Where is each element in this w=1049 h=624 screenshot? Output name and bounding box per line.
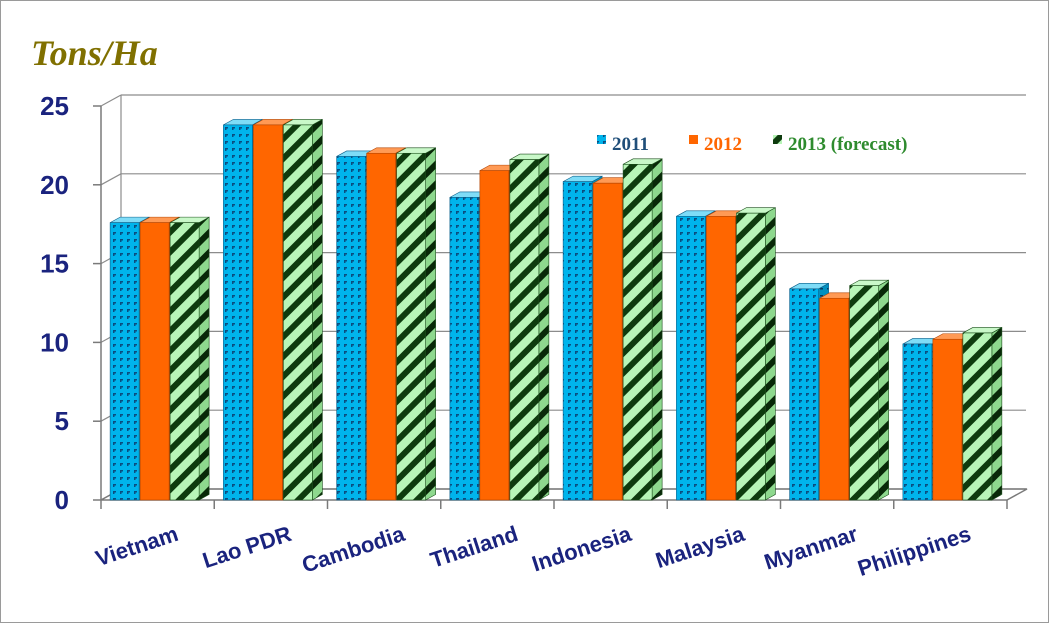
bar-front bbox=[396, 152, 426, 501]
bar bbox=[283, 118, 323, 501]
y-tick-label: 5 bbox=[55, 406, 69, 436]
y-tick-label: 10 bbox=[40, 327, 69, 357]
x-category-label: Indonesia bbox=[529, 521, 635, 577]
bar-side bbox=[425, 147, 436, 501]
bar bbox=[849, 279, 889, 501]
y-tick-label: 25 bbox=[40, 91, 69, 121]
y-tick-label: 15 bbox=[40, 249, 69, 279]
bar-front bbox=[736, 212, 766, 501]
legend-item: 2012 bbox=[689, 134, 742, 155]
bar-front bbox=[962, 332, 993, 501]
bar-front bbox=[479, 170, 510, 501]
legend-item: 2011 bbox=[597, 134, 649, 155]
legend-swatch bbox=[773, 135, 782, 144]
bar-side bbox=[312, 118, 323, 501]
bar-front bbox=[592, 182, 623, 501]
bar-front bbox=[449, 197, 480, 501]
bar bbox=[736, 207, 776, 501]
x-category-label: Thailand bbox=[427, 521, 521, 573]
bar bbox=[396, 147, 436, 501]
legend-swatch bbox=[597, 135, 606, 144]
bar-front bbox=[139, 222, 170, 501]
bar-front bbox=[789, 288, 819, 501]
bar-front bbox=[509, 159, 540, 501]
legend-label: 2011 bbox=[612, 134, 649, 155]
bar-front bbox=[336, 156, 366, 501]
bar-side bbox=[878, 279, 889, 501]
bar-side bbox=[765, 207, 776, 501]
legend-swatch bbox=[689, 135, 698, 144]
bar-front bbox=[902, 343, 933, 501]
bar bbox=[622, 158, 663, 501]
bar-front bbox=[706, 216, 736, 501]
x-category-label: Lao PDR bbox=[199, 521, 294, 573]
bar bbox=[509, 153, 550, 501]
gridline-side bbox=[100, 94, 122, 107]
bar-front bbox=[223, 124, 253, 501]
bar-front bbox=[676, 216, 706, 501]
bar-side bbox=[538, 153, 550, 501]
bar-side bbox=[198, 216, 210, 501]
bar-front bbox=[932, 338, 963, 501]
x-category-label: Myanmar bbox=[761, 521, 861, 575]
legend-label: 2012 bbox=[704, 134, 742, 155]
bars-layer bbox=[109, 118, 1003, 501]
bar-front bbox=[819, 297, 849, 501]
bar bbox=[962, 326, 1003, 501]
bar-front bbox=[253, 124, 283, 501]
x-category-label: Philippines bbox=[855, 521, 974, 581]
bar-side bbox=[651, 158, 663, 501]
legend-label: 2013 (forecast) bbox=[788, 134, 907, 155]
x-category-label: Malaysia bbox=[652, 521, 748, 573]
bar-front bbox=[169, 222, 200, 501]
bar-front bbox=[283, 124, 313, 501]
y-unit-label: Tons/Ha bbox=[31, 33, 158, 73]
bar-front bbox=[622, 164, 653, 501]
y-tick-label: 20 bbox=[40, 170, 69, 200]
gridline-side bbox=[100, 173, 122, 186]
bar-side bbox=[991, 326, 1003, 501]
bar bbox=[169, 216, 210, 501]
x-category-label: Cambodia bbox=[299, 521, 409, 578]
bar-front bbox=[849, 285, 879, 501]
legend-item: 2013 (forecast) bbox=[773, 134, 907, 155]
x-category-label: Vietnam bbox=[92, 521, 181, 571]
bar-front bbox=[109, 222, 140, 501]
bar-front bbox=[366, 152, 396, 501]
bar-front bbox=[562, 181, 593, 501]
legend: 2011 2012 2013 (forecast) bbox=[597, 134, 907, 155]
y-tick-label: 0 bbox=[55, 485, 69, 515]
